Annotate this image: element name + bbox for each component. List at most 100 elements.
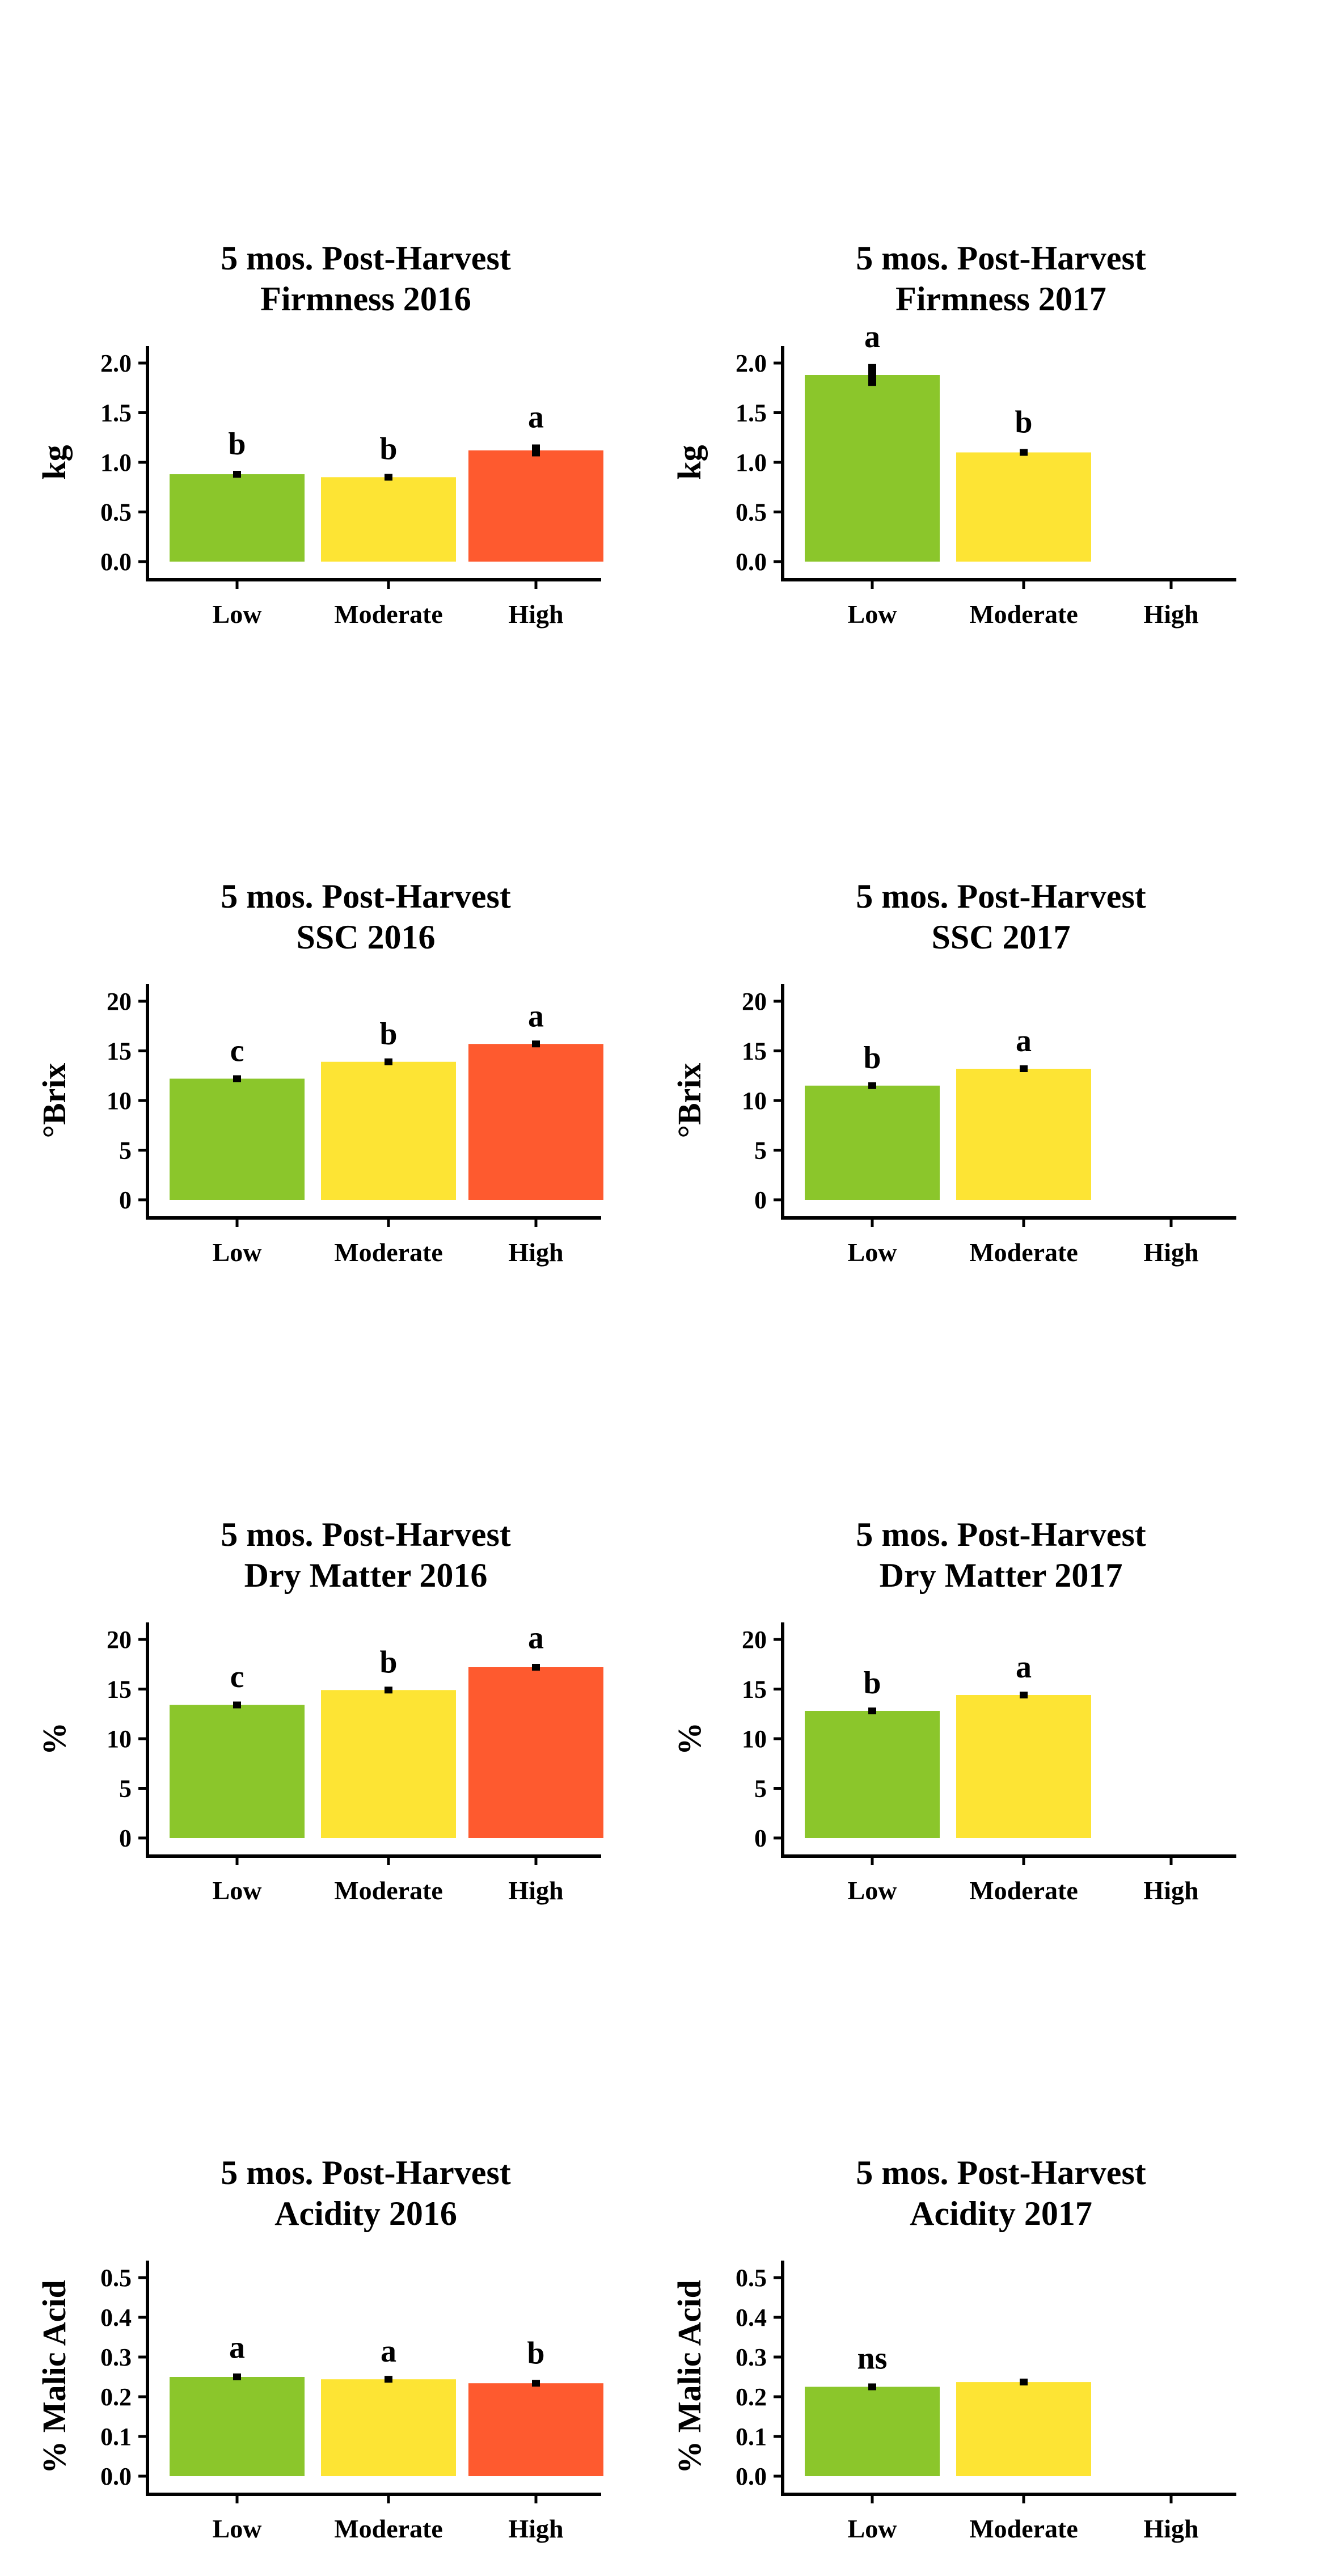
chart-title-line: Acidity 2016 [274,2195,457,2232]
x-tick-label: Moderate [969,600,1078,629]
bar-low [170,474,305,562]
y-tick-label: 0.0 [100,548,132,576]
y-axis-label: % Malic Acid [671,2280,708,2474]
chart-title-line: Acidity 2017 [910,2195,1092,2232]
chart-title-line: Dry Matter 2017 [880,1557,1123,1594]
x-tick-label: Low [213,600,262,629]
y-tick-label: 0.1 [100,2423,132,2451]
significance-letter: a [528,998,544,1034]
y-tick-label: 15 [742,1038,767,1065]
chart-title-line: SSC 2017 [931,918,1070,956]
chart-panel-7: 5 mos. Post-Harvest Acidity 2016 % Malic A… [36,2154,603,2543]
x-tick-label: High [1143,600,1198,629]
y-tick-label: 10 [107,1725,132,1753]
y-tick-label: 0.5 [100,2264,132,2292]
bar-moderate [321,1690,456,1838]
y-tick-label: 0.3 [100,2343,132,2371]
y-tick-label: 5 [754,1137,767,1165]
chart-title-line: 5 mos. Post-Harvest [221,878,511,915]
significance-letter: a [381,2334,396,2369]
x-tick-label: Low [848,600,897,629]
significance-letter: a [229,2330,245,2366]
x-tick-label: High [508,2514,563,2543]
bar-moderate [321,1061,456,1200]
bar-high [468,1667,603,1838]
y-axis-label: °Brix [36,1063,73,1139]
y-tick-label: 15 [107,1676,132,1704]
y-tick-label: 20 [107,988,132,1015]
significance-letter: b [1015,404,1032,440]
y-tick-label: 0.4 [736,2304,767,2332]
x-tick-label: Moderate [969,1238,1078,1267]
y-tick-label: 1.5 [100,399,132,427]
y-tick-label: 5 [119,1775,132,1803]
x-tick-label: Low [213,1876,262,1905]
y-tick-label: 0 [119,1186,132,1214]
y-axis-label: kg [36,445,73,479]
y-tick-label: 2.0 [736,349,767,377]
y-tick-label: 1.5 [736,399,767,427]
bar-low [805,1711,940,1838]
bar-low [170,1078,305,1200]
y-tick-label: 5 [119,1137,132,1165]
chart-title-line: 5 mos. Post-Harvest [856,878,1146,915]
y-tick-label: 20 [742,1626,767,1654]
chart-title-line: 5 mos. Post-Harvest [856,239,1146,277]
y-tick-label: 20 [742,988,767,1015]
bar-moderate [956,1069,1091,1200]
significance-letter: b [527,2335,544,2371]
y-tick-label: 0.0 [100,2463,132,2490]
y-tick-label: 10 [742,1725,767,1753]
significance-letter: b [379,1017,397,1052]
x-tick-label: High [508,1238,563,1267]
chart-title-line: 5 mos. Post-Harvest [221,1516,511,1553]
x-tick-label: Moderate [334,1238,443,1267]
bar-moderate [956,452,1091,562]
y-axis-label: % [671,1722,708,1755]
chart-title-line: Firmness 2017 [895,280,1106,318]
chart-title-line: 5 mos. Post-Harvest [856,1516,1146,1553]
bar-high [468,2383,603,2476]
chart-panel-6: 5 mos. Post-Harvest Dry Matter 2017% b Low a… [671,1516,1236,1905]
x-tick-label: Moderate [334,1876,443,1905]
x-tick-label: High [1143,1876,1198,1905]
x-tick-label: Moderate [334,2514,443,2543]
bar-low [170,2377,305,2476]
y-tick-label: 0.3 [736,2343,767,2371]
y-axis-label: kg [671,445,708,479]
significance-letter: b [379,432,397,467]
significance-letter: c [230,1659,244,1694]
bar-moderate [956,2382,1091,2476]
chart-title-line: 5 mos. Post-Harvest [221,239,511,277]
x-tick-label: Moderate [969,1876,1078,1905]
bar-moderate [956,1695,1091,1838]
significance-letter: b [863,1666,881,1701]
significance-letter: b [379,1645,397,1680]
y-tick-label: 0.4 [100,2304,132,2332]
significance-letter: c [230,1034,244,1069]
y-tick-label: 2.0 [100,349,132,377]
y-tick-label: 15 [742,1676,767,1704]
y-tick-label: 0 [754,1186,767,1214]
bar-high [468,450,603,562]
y-tick-label: 15 [107,1038,132,1065]
x-tick-label: Moderate [334,600,443,629]
y-tick-label: 0 [754,1824,767,1852]
significance-letter: a [1016,1023,1032,1059]
bar-moderate [321,477,456,562]
bar-low [805,2387,940,2476]
y-tick-label: 0.2 [736,2383,767,2411]
y-tick-label: 0.1 [736,2423,767,2451]
chart-panel-8: 5 mos. Post-Harvest Acidity 2017 % Malic A… [671,2154,1236,2543]
y-tick-label: 0.5 [736,499,767,526]
y-tick-label: 5 [754,1775,767,1803]
y-tick-label: 0.0 [736,2463,767,2490]
y-tick-label: 1.0 [736,449,767,477]
significance-letter: a [528,400,544,435]
chart-panel-5: 5 mos. Post-Harvest Dry Matter 2016% c Low b… [36,1516,603,1905]
x-tick-label: High [1143,1238,1198,1267]
chart-title-line: 5 mos. Post-Harvest [856,2154,1146,2191]
y-tick-label: 0 [119,1824,132,1852]
